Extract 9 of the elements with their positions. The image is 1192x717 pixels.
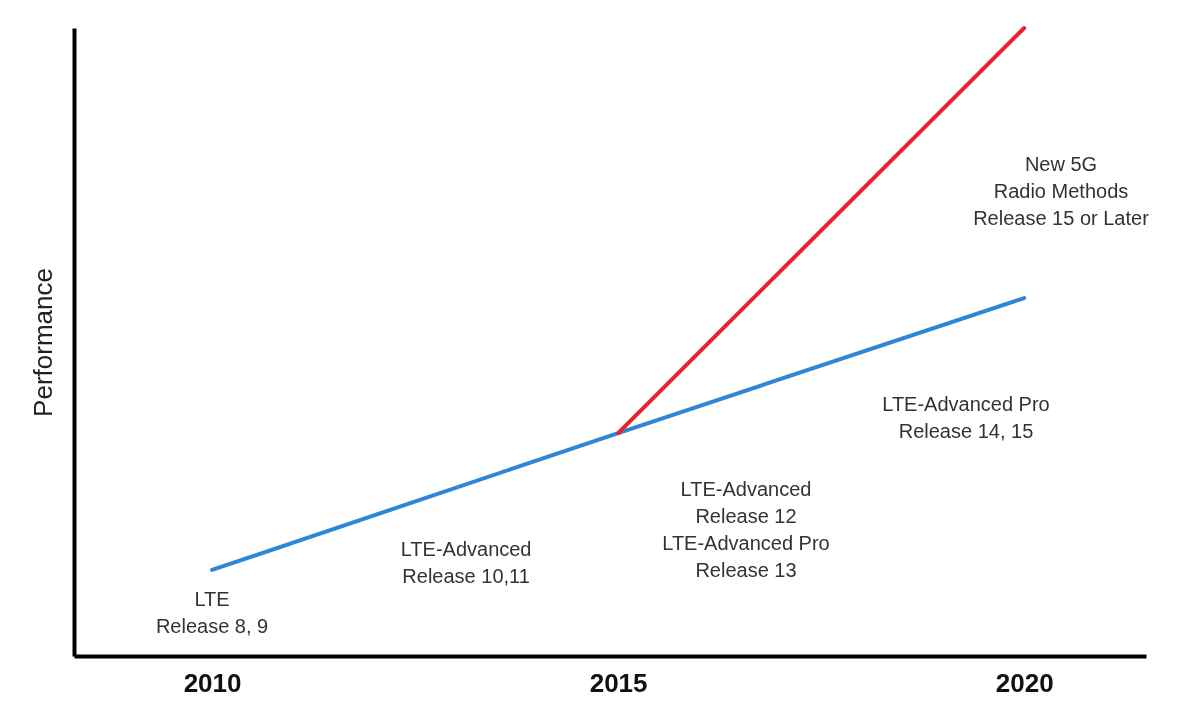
annotation: New 5G Radio Methods Release 15 or Later	[973, 153, 1150, 229]
x-tick-label: 2015	[589, 667, 648, 698]
y-axis-title: Performance	[27, 268, 58, 417]
x-tick-label: 2010	[183, 667, 242, 698]
annotation: LTE-Advanced Release 10,11	[400, 537, 532, 587]
x-tick-label: 2020	[995, 667, 1054, 698]
annotation: LTE Release 8, 9	[155, 587, 269, 637]
annotation: LTE-Advanced Release 12 LTE-Advanced Pro Release 13	[662, 478, 830, 581]
annotation: LTE-Advanced Pro Release 14, 15	[882, 393, 1050, 442]
